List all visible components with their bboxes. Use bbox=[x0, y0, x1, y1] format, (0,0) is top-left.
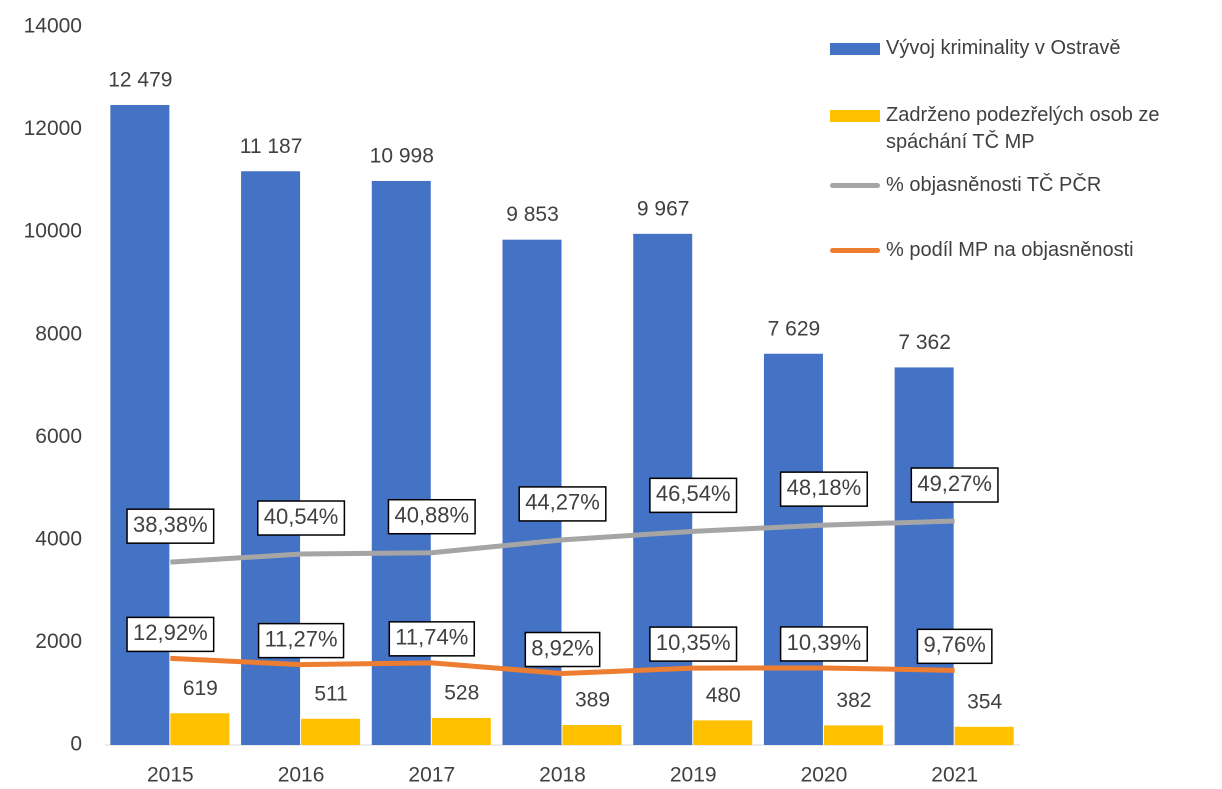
label-box bbox=[126, 616, 215, 653]
line-label: 46,54% bbox=[649, 477, 738, 514]
bar bbox=[823, 725, 883, 745]
x-tick-label: 2018 bbox=[539, 764, 586, 787]
line-label: 49,27% bbox=[910, 467, 999, 503]
label-box bbox=[518, 486, 607, 522]
line-label: 40,54% bbox=[257, 500, 346, 536]
bar-label: 511 bbox=[314, 682, 347, 705]
bar-label: 7 629 bbox=[768, 317, 821, 340]
line-label-text: 9,76% bbox=[923, 632, 985, 657]
bar-label: 382 bbox=[836, 689, 871, 712]
legend-item: Vývoj kriminality v Ostravě bbox=[830, 35, 1206, 62]
x-tick-label: 2021 bbox=[931, 764, 978, 787]
label-box bbox=[779, 626, 868, 662]
legend-label: Vývoj kriminality v Ostravě bbox=[886, 37, 1121, 59]
line-label-text: 8,92% bbox=[531, 635, 593, 660]
bar-label: 354 bbox=[967, 690, 1002, 713]
bar bbox=[170, 713, 230, 745]
line-label: 8,92% bbox=[524, 631, 601, 668]
legend-item: Zadrženo podezřelých osob ze spáchání TČ… bbox=[830, 102, 1206, 156]
line-label: 10,39% bbox=[779, 626, 868, 662]
label-box bbox=[387, 498, 476, 535]
line-label-text: 12,92% bbox=[133, 620, 208, 645]
line-label: 11,27% bbox=[257, 622, 345, 659]
x-tick-label: 2020 bbox=[801, 764, 848, 787]
bar-label: 7 362 bbox=[898, 331, 951, 354]
bar-label: 480 bbox=[706, 684, 741, 707]
line-label: 9,76% bbox=[916, 628, 993, 665]
line-label-text: 44,27% bbox=[525, 490, 600, 515]
y-tick-label: 0 bbox=[70, 733, 82, 756]
y-tick-label: 6000 bbox=[35, 425, 82, 448]
y-tick-label: 10000 bbox=[24, 220, 82, 243]
line-label: 38,38% bbox=[126, 508, 215, 544]
line-label-text: 11,27% bbox=[265, 626, 338, 651]
bar-label: 11 187 bbox=[240, 135, 303, 158]
bar bbox=[954, 726, 1014, 745]
label-box bbox=[649, 626, 738, 662]
line-label-text: 48,18% bbox=[787, 475, 862, 500]
bar bbox=[562, 725, 622, 745]
bar bbox=[371, 180, 431, 745]
legend-label: % podíl MP na objasněnosti bbox=[886, 239, 1134, 261]
line-label: 40,88% bbox=[387, 498, 476, 535]
bar bbox=[431, 717, 491, 745]
y-tick-label: 4000 bbox=[35, 527, 82, 550]
legend-item: % podíl MP na objasněnosti bbox=[830, 237, 1206, 264]
bar-label: 619 bbox=[183, 677, 218, 700]
label-box bbox=[779, 471, 868, 507]
x-tick-label: 2019 bbox=[670, 764, 717, 787]
x-tick-label: 2017 bbox=[408, 764, 455, 787]
legend-label: Zadrženo podezřelých osob ze spáchání TČ… bbox=[886, 104, 1160, 153]
y-tick-label: 2000 bbox=[35, 630, 82, 653]
bar-label: 9 967 bbox=[637, 197, 690, 220]
legend-label: % objasněnosti TČ PČR bbox=[886, 174, 1102, 196]
x-tick-label: 2016 bbox=[278, 764, 325, 787]
y-tick-label: 12000 bbox=[24, 117, 82, 140]
bar bbox=[894, 367, 954, 745]
legend-swatch bbox=[830, 183, 880, 188]
line bbox=[170, 518, 955, 565]
line-label: 11,74% bbox=[388, 621, 476, 657]
line-label-text: 40,88% bbox=[394, 503, 469, 528]
label-box bbox=[524, 631, 601, 668]
label-box bbox=[916, 628, 993, 665]
bar bbox=[763, 353, 823, 745]
bar-label: 12 479 bbox=[108, 69, 172, 92]
label-box bbox=[649, 477, 738, 514]
line-label: 10,35% bbox=[649, 626, 738, 662]
line-label-text: 40,54% bbox=[264, 504, 339, 529]
line-label: 44,27% bbox=[518, 486, 607, 522]
line-label-text: 38,38% bbox=[133, 512, 208, 537]
legend-item: % objasněnosti TČ PČR bbox=[830, 172, 1206, 199]
line-label: 48,18% bbox=[779, 471, 868, 507]
legend-swatch bbox=[830, 248, 880, 253]
bar bbox=[301, 718, 361, 745]
label-box bbox=[126, 508, 215, 544]
line-label-text: 10,39% bbox=[787, 630, 862, 655]
bar bbox=[693, 720, 753, 745]
bar bbox=[241, 171, 301, 745]
bar-label: 528 bbox=[444, 681, 479, 704]
line-label: 12,92% bbox=[126, 616, 215, 653]
label-box bbox=[257, 500, 346, 536]
line-label-text: 46,54% bbox=[656, 481, 731, 506]
label-box bbox=[388, 621, 476, 657]
line-label-text: 10,35% bbox=[656, 630, 731, 655]
label-box bbox=[910, 467, 999, 503]
x-tick-label: 2015 bbox=[147, 764, 194, 787]
bar-label: 389 bbox=[575, 689, 610, 712]
legend-swatch bbox=[830, 110, 880, 122]
line-label-text: 11,74% bbox=[395, 625, 468, 650]
y-tick-label: 14000 bbox=[24, 15, 82, 38]
bar-label: 9 853 bbox=[506, 203, 559, 226]
y-tick-label: 8000 bbox=[35, 322, 82, 345]
legend-swatch bbox=[830, 43, 880, 55]
line bbox=[170, 655, 955, 677]
line-label-text: 49,27% bbox=[917, 471, 992, 496]
label-box bbox=[257, 622, 345, 659]
bar-label: 10 998 bbox=[370, 145, 434, 168]
